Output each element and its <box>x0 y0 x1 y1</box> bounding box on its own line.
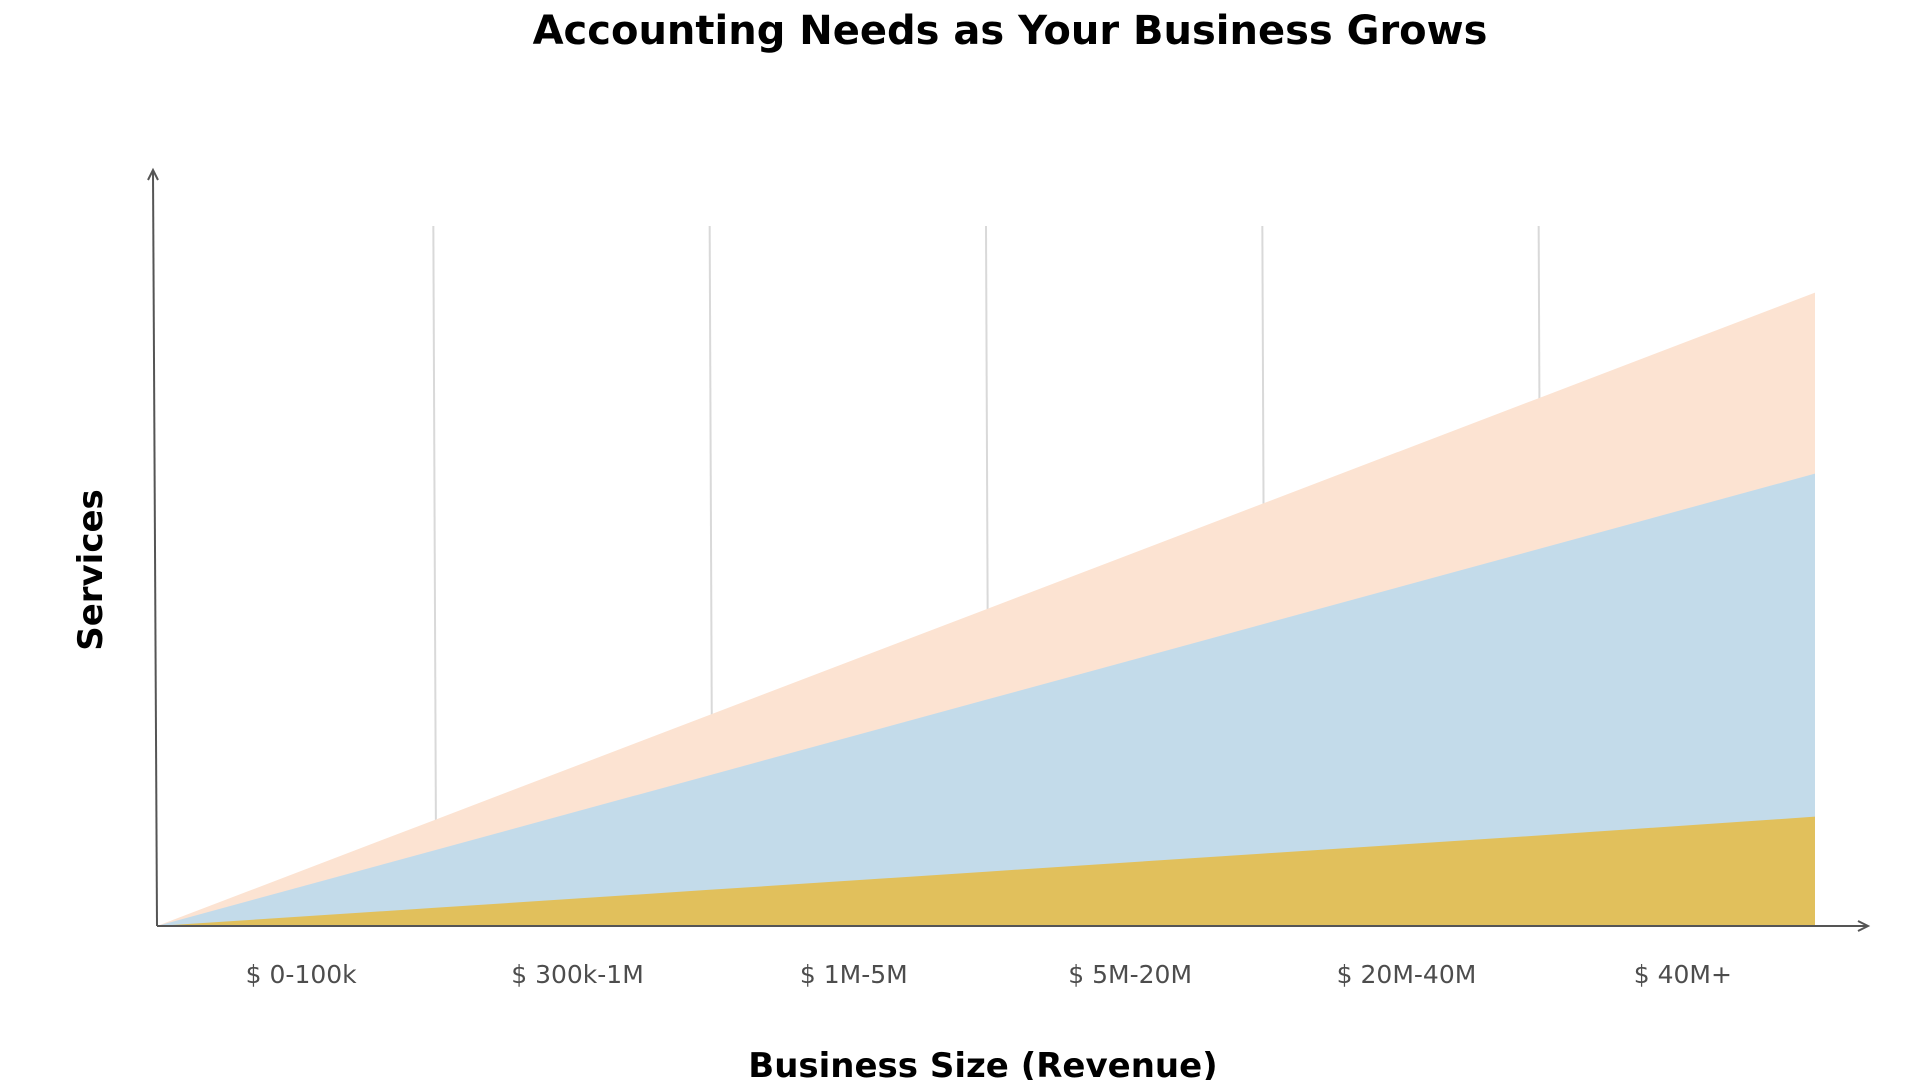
axes <box>147 167 1871 932</box>
grid-line-1 <box>432 225 438 927</box>
y-axis-label: Services <box>71 489 111 651</box>
area-series-3 <box>157 816 1815 926</box>
chart-title: Accounting Needs as Your Business Grows <box>533 8 1488 54</box>
x-axis-label: Business Size (Revenue) <box>748 1046 1217 1080</box>
x-tick-label-4: $ 5M-20M <box>1068 960 1192 989</box>
x-tick-label-2: $ 300k-1M <box>511 960 644 989</box>
x-tick-label-1: $ 0-100k <box>246 960 357 989</box>
y-axis-line <box>152 171 158 927</box>
x-tick-labels: $ 0-100k $ 300k-1M $ 1M-5M $ 5M-20M $ 20M-40… <box>246 960 1732 989</box>
y-axis-arrow <box>147 167 159 181</box>
area-series <box>157 292 1815 926</box>
x-tick-label-3: $ 1M-5M <box>800 960 908 989</box>
x-axis-arrow <box>1857 920 1871 932</box>
area-series-2 <box>157 473 1815 926</box>
x-tick-label-6: $ 40M+ <box>1634 960 1732 989</box>
x-tick-label-5: $ 20M-40M <box>1337 960 1477 989</box>
